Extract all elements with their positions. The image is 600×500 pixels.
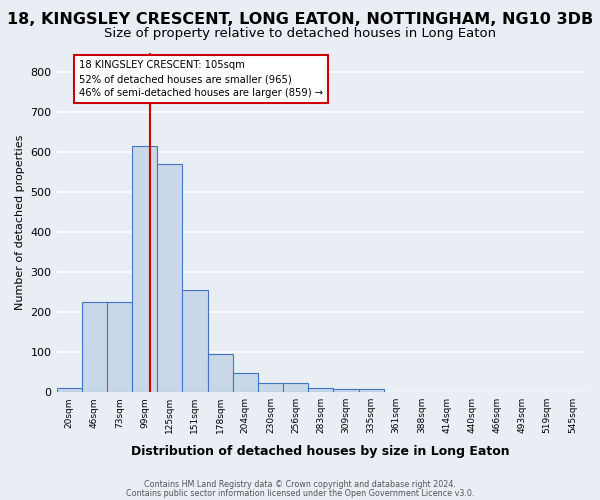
X-axis label: Distribution of detached houses by size in Long Eaton: Distribution of detached houses by size … — [131, 444, 510, 458]
Bar — [359, 390, 383, 392]
Bar — [283, 383, 308, 392]
Bar — [182, 290, 208, 392]
Text: Contains HM Land Registry data © Crown copyright and database right 2024.: Contains HM Land Registry data © Crown c… — [144, 480, 456, 489]
Bar — [157, 164, 182, 392]
Bar — [233, 373, 258, 392]
Text: Size of property relative to detached houses in Long Eaton: Size of property relative to detached ho… — [104, 28, 496, 40]
Bar — [56, 388, 82, 392]
Bar — [132, 146, 157, 392]
Bar — [82, 302, 107, 392]
Bar — [208, 354, 233, 392]
Text: 18 KINGSLEY CRESCENT: 105sqm
52% of detached houses are smaller (965)
46% of sem: 18 KINGSLEY CRESCENT: 105sqm 52% of deta… — [79, 60, 323, 98]
Bar — [258, 383, 283, 392]
Bar — [334, 390, 359, 392]
Bar — [308, 388, 334, 392]
Bar — [107, 302, 132, 392]
Text: Contains public sector information licensed under the Open Government Licence v3: Contains public sector information licen… — [126, 488, 474, 498]
Y-axis label: Number of detached properties: Number of detached properties — [15, 134, 25, 310]
Text: 18, KINGSLEY CRESCENT, LONG EATON, NOTTINGHAM, NG10 3DB: 18, KINGSLEY CRESCENT, LONG EATON, NOTTI… — [7, 12, 593, 28]
